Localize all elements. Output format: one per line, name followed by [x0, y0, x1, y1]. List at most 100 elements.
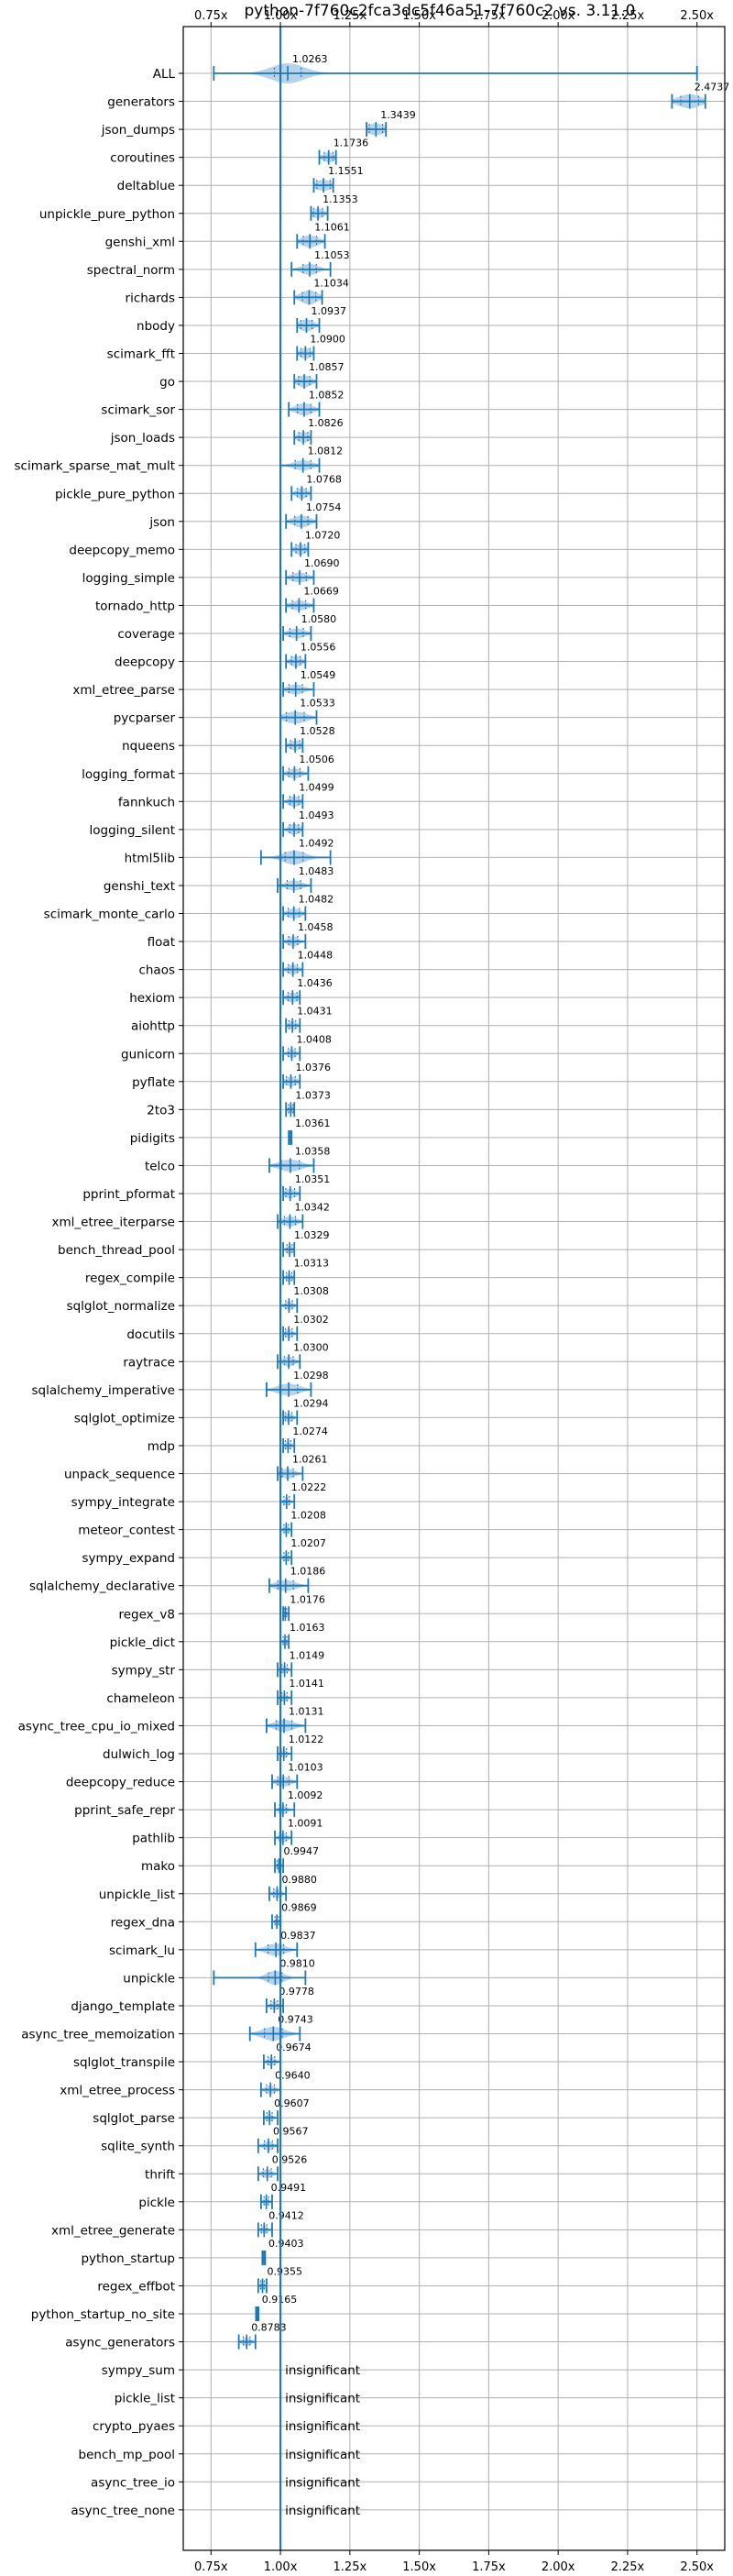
value-label: 1.0208	[290, 1510, 326, 1522]
value-label: 1.0103	[288, 1762, 323, 1774]
y-tick-label: thrift	[145, 2167, 175, 2182]
x-tick-label-bottom: 1.00x	[264, 2560, 298, 2574]
value-label: 1.0313	[294, 1258, 330, 1270]
value-label: 1.0580	[301, 613, 337, 625]
value-label: 0.8783	[251, 2322, 287, 2334]
value-label: 1.0122	[289, 1734, 324, 1745]
y-tick-label: coverage	[117, 627, 175, 642]
x-tick-label-bottom: 2.00x	[542, 2560, 575, 2574]
value-label: 1.0493	[299, 809, 334, 821]
y-tick-label: sympy_integrate	[71, 1495, 175, 1510]
value-label: 1.0329	[294, 1229, 330, 1241]
plot-frame	[182, 26, 726, 2551]
y-tick-label: xml_etree_generate	[51, 2223, 175, 2238]
y-tick-label: chaos	[138, 963, 175, 978]
y-tick-label: float	[148, 935, 175, 950]
y-tick-label: crypto_pyaes	[93, 2419, 175, 2434]
value-label: 1.0222	[291, 1481, 327, 1493]
value-label: 0.9567	[273, 2126, 309, 2138]
value-label: 1.0294	[293, 1397, 329, 1409]
y-tick-label: spectral_norm	[87, 263, 175, 278]
y-tick-label: genshi_xml	[105, 235, 175, 249]
insignificant-label: insignificant	[285, 2363, 360, 2378]
y-tick-label: pathlib	[132, 1832, 175, 1846]
y-tick-label: python_startup	[81, 2251, 175, 2266]
value-label: 1.0528	[300, 725, 335, 737]
insignificant-label: insignificant	[285, 2392, 360, 2406]
insignificant-label: insignificant	[285, 2504, 360, 2518]
value-label: 1.0754	[306, 501, 342, 513]
y-tick-label: bench_mp_pool	[79, 2448, 175, 2462]
y-tick-label: logging_format	[82, 767, 175, 782]
y-tick-label: scimark_sparse_mat_mult	[15, 459, 175, 474]
value-label: 0.9355	[268, 2265, 303, 2277]
y-tick-label: async_tree_none	[71, 2504, 175, 2518]
value-label: 1.0176	[290, 1593, 325, 1605]
value-label: 1.0533	[300, 698, 335, 710]
y-tick-label: pidigits	[130, 1131, 175, 1146]
y-tick-label: deepcopy	[115, 655, 175, 670]
value-label: 1.0826	[308, 417, 344, 429]
value-label: 0.9743	[278, 2014, 313, 2026]
x-tick-label-top: 1.75x	[472, 9, 506, 23]
value-label: 1.0149	[290, 1649, 325, 1661]
y-tick-label: sympy_expand	[82, 1551, 175, 1566]
x-tick-label-bottom: 0.75x	[194, 2560, 228, 2574]
x-tick-label-top: 0.75x	[194, 9, 228, 23]
value-label: 1.0361	[295, 1117, 331, 1129]
value-label: 0.9869	[281, 1901, 317, 1913]
y-tick-label: unpack_sequence	[64, 1468, 175, 1482]
value-label: 1.1551	[328, 165, 364, 177]
chart-marks: 1.0263 2.4737 1.3439 1.1736 1.1551 1.1353 1.10…	[213, 27, 729, 2550]
y-tick-label: python_startup_no_site	[31, 2307, 175, 2322]
value-label: 1.0298	[293, 1370, 329, 1382]
value-label: 1.0436	[297, 977, 333, 989]
value-label: 1.0937	[311, 305, 346, 317]
value-label: 1.0857	[309, 361, 345, 373]
y-tick-label: meteor_contest	[78, 1524, 175, 1538]
y-tick-label: unpickle_pure_python	[39, 207, 175, 222]
value-label: 1.0131	[289, 1705, 324, 1717]
value-label: 1.3439	[380, 109, 416, 121]
value-label: 1.1053	[314, 249, 350, 261]
value-label: 1.0302	[293, 1314, 329, 1326]
value-label: 1.0300	[293, 1341, 329, 1353]
y-tick-label: hexiom	[129, 991, 175, 1006]
y-tick-label: telco	[145, 1159, 175, 1173]
y-tick-label: pickle	[138, 2196, 175, 2210]
value-label: 1.0163	[290, 1622, 325, 1634]
y-tick-label: async_tree_io	[91, 2475, 175, 2490]
value-label: 1.0373	[295, 1089, 331, 1101]
y-tick-label: async_tree_cpu_io_mixed	[18, 1719, 175, 1734]
y-tick-label: pprint_safe_repr	[74, 1803, 175, 1818]
chart-title: python-7f760c2fca3dc5f46a51-7f760c2 vs. …	[245, 2, 636, 20]
y-tick-label: regex_v8	[118, 1607, 175, 1622]
y-tick-label: generators	[107, 95, 175, 110]
y-tick-label: deltablue	[117, 179, 175, 193]
y-tick-label: scimark_lu	[109, 1943, 175, 1958]
value-label: 1.0092	[288, 1789, 323, 1801]
y-tick-label: html5lib	[125, 851, 175, 865]
y-tick-label: pprint_pformat	[82, 1187, 175, 1202]
y-tick-label: mako	[141, 1859, 175, 1874]
x-tick-label-bottom: 2.25x	[611, 2560, 645, 2574]
value-label: 1.1353	[323, 193, 358, 205]
y-tick-label: aiohttp	[131, 1019, 175, 1034]
x-tick-label-bottom: 1.50x	[402, 2560, 436, 2574]
value-label: 1.0690	[304, 557, 340, 569]
y-tick-label: regex_dna	[111, 1915, 175, 1930]
y-tick-label: 2to3	[147, 1103, 175, 1117]
value-label: 1.0308	[293, 1285, 329, 1297]
y-tick-label: json_dumps	[101, 123, 175, 138]
y-tick-label: sympy_sum	[102, 2363, 175, 2378]
value-label: 1.0342	[294, 1202, 330, 1214]
value-label: 1.1034	[313, 277, 349, 289]
y-tick-label: django_template	[71, 1999, 175, 2014]
y-tick-label: fannkuch	[118, 795, 175, 809]
value-label: 1.0448	[298, 950, 334, 962]
value-label: 0.9412	[268, 2209, 304, 2221]
y-tick-label: sympy_str	[112, 1663, 176, 1678]
y-tick-label: sqlalchemy_declarative	[29, 1580, 175, 1594]
y-tick-label: gunicorn	[121, 1047, 175, 1062]
